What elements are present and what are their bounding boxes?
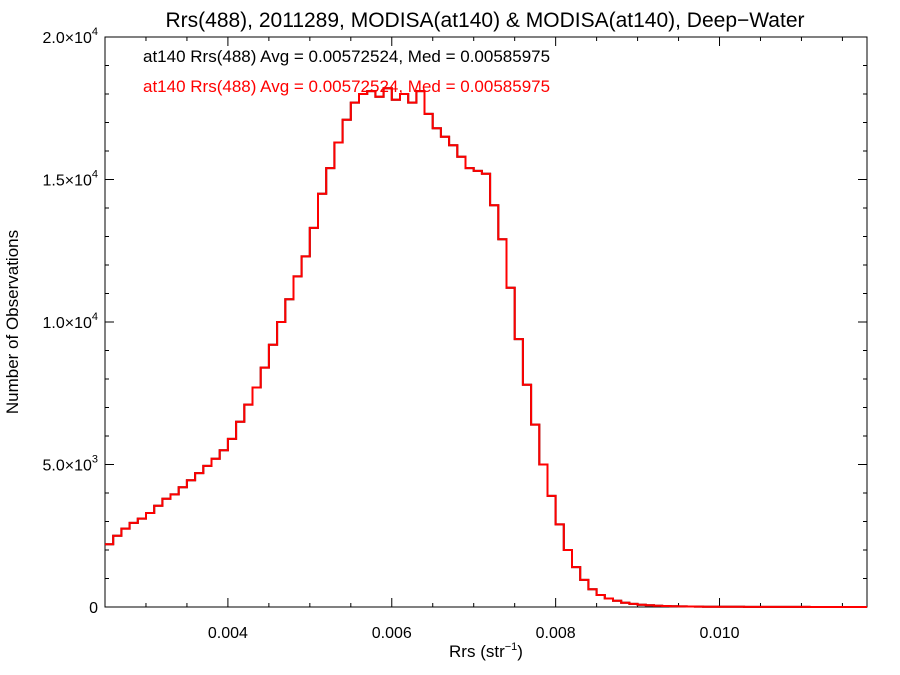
annotation-black: at140 Rrs(488) Avg = 0.00572524, Med = 0…	[143, 47, 550, 66]
x-tick-label: 0.008	[536, 625, 576, 642]
annotation-red: at140 Rrs(488) Avg = 0.00572524, Med = 0…	[143, 77, 550, 96]
y-tick-label: 1.0×104	[42, 311, 98, 332]
x-axis-label-main: Rrs (str	[449, 642, 505, 661]
y-tick-label: 1.5×104	[42, 169, 98, 190]
series-line-red	[105, 87, 867, 608]
y-tick-label: 0	[89, 600, 98, 617]
plot-frame	[104, 36, 868, 608]
y-tick-label-exponent: 4	[92, 26, 98, 38]
y-tick-label-mantissa: 5.0×10	[42, 458, 91, 475]
y-axis-label: Number of Observations	[3, 230, 22, 414]
y-tick-label-mantissa: 1.0×10	[42, 315, 91, 332]
x-axis-ticks: 0.004 0.006 0.008 0.010	[145, 37, 843, 642]
y-tick-label-exponent: 4	[92, 311, 98, 323]
y-tick-label-mantissa: 1.5×10	[42, 173, 91, 190]
series-group	[105, 87, 867, 608]
series-line-black	[105, 87, 867, 608]
y-tick-label-exponent: 4	[92, 169, 98, 181]
x-tick-label: 0.006	[372, 625, 412, 642]
y-tick-label-mantissa: 0	[89, 600, 98, 617]
x-axis-label-close: )	[517, 642, 523, 661]
x-tick-label: 0.004	[208, 625, 248, 642]
y-tick-label-exponent: 3	[92, 454, 98, 466]
x-axis-label-exponent: −1	[505, 641, 518, 653]
y-tick-label-mantissa: 2.0×10	[42, 30, 91, 47]
chart-title: Rrs(488), 2011289, MODISA(at140) & MODIS…	[165, 9, 804, 32]
x-axis-label: Rrs (str−1)	[449, 641, 523, 661]
x-tick-label: 0.010	[699, 625, 739, 642]
y-tick-label: 2.0×104	[42, 26, 98, 47]
y-tick-label: 5.0×103	[42, 454, 98, 475]
